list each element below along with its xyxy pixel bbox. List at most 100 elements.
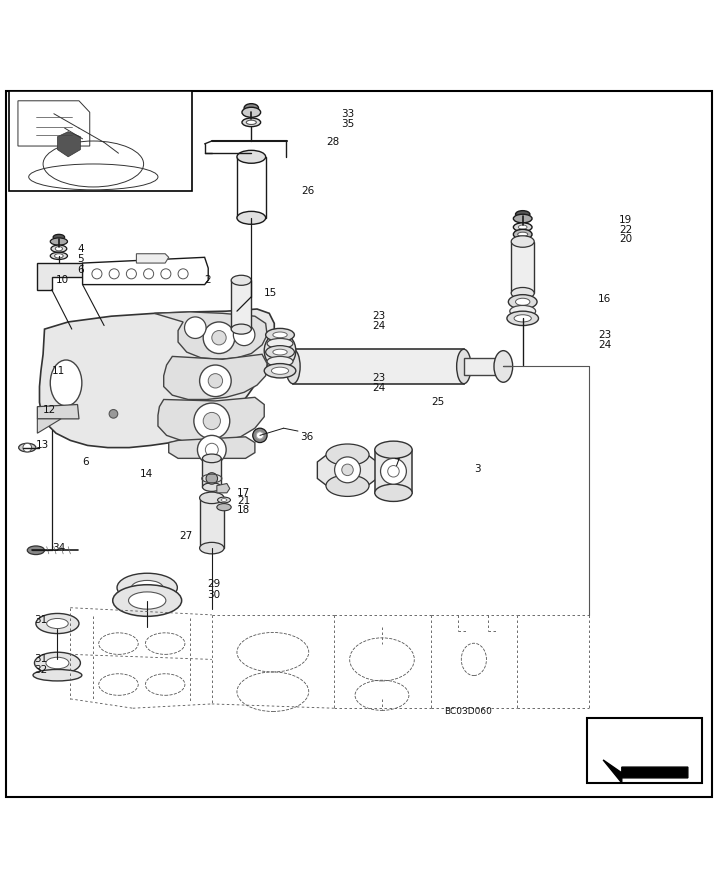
Polygon shape (603, 760, 688, 783)
Ellipse shape (514, 314, 531, 322)
Polygon shape (136, 254, 169, 263)
Circle shape (256, 432, 264, 439)
Ellipse shape (27, 546, 45, 555)
Ellipse shape (55, 254, 63, 258)
Bar (202, 458, 221, 488)
Bar (293, 349, 464, 384)
Ellipse shape (507, 311, 538, 326)
Text: 23: 23 (598, 329, 611, 340)
Text: 20: 20 (619, 234, 632, 244)
Circle shape (208, 374, 223, 388)
Text: 16: 16 (598, 294, 611, 304)
Polygon shape (37, 263, 83, 289)
Ellipse shape (375, 484, 412, 502)
Ellipse shape (494, 351, 513, 382)
Text: 14: 14 (140, 469, 153, 480)
Text: 24: 24 (372, 383, 385, 393)
Ellipse shape (273, 349, 287, 355)
Polygon shape (37, 419, 61, 433)
Ellipse shape (202, 454, 221, 463)
Bar (587, 718, 702, 783)
Polygon shape (164, 354, 267, 400)
Circle shape (109, 409, 118, 418)
Ellipse shape (273, 332, 287, 337)
Text: 4: 4 (78, 243, 84, 254)
Polygon shape (317, 455, 377, 486)
Ellipse shape (242, 118, 261, 127)
Polygon shape (154, 312, 267, 360)
Polygon shape (57, 131, 80, 157)
Text: 34: 34 (52, 543, 65, 553)
Text: 35: 35 (341, 120, 354, 130)
Text: 13: 13 (36, 440, 49, 450)
Circle shape (197, 435, 226, 464)
Polygon shape (37, 405, 79, 419)
Circle shape (23, 443, 32, 452)
Text: 7: 7 (393, 458, 400, 468)
Text: 25: 25 (431, 397, 444, 408)
Text: 33: 33 (341, 108, 354, 119)
Polygon shape (39, 309, 274, 448)
Ellipse shape (131, 581, 163, 595)
Polygon shape (158, 397, 264, 442)
Circle shape (185, 317, 206, 338)
Polygon shape (169, 437, 255, 458)
Circle shape (381, 458, 406, 484)
Text: 5: 5 (78, 255, 84, 265)
Text: 36: 36 (300, 432, 313, 442)
Ellipse shape (516, 298, 530, 305)
Text: 24: 24 (372, 321, 385, 331)
Ellipse shape (55, 247, 62, 250)
Ellipse shape (19, 443, 36, 452)
Text: 10: 10 (56, 275, 69, 285)
Ellipse shape (516, 210, 530, 218)
Ellipse shape (221, 498, 227, 502)
Ellipse shape (267, 356, 293, 367)
Ellipse shape (51, 245, 67, 252)
Circle shape (206, 472, 218, 484)
Ellipse shape (375, 441, 412, 458)
Circle shape (200, 365, 231, 397)
Ellipse shape (237, 150, 266, 163)
Ellipse shape (510, 305, 536, 317)
Text: 12: 12 (43, 405, 56, 415)
Ellipse shape (237, 211, 266, 225)
Ellipse shape (202, 483, 221, 491)
Text: 27: 27 (180, 531, 192, 541)
Ellipse shape (457, 349, 471, 384)
Circle shape (342, 464, 353, 476)
Text: 6: 6 (83, 457, 89, 467)
Text: 3: 3 (474, 464, 480, 474)
Ellipse shape (200, 492, 224, 503)
Text: 23: 23 (372, 311, 385, 321)
Ellipse shape (511, 288, 534, 299)
Ellipse shape (50, 238, 67, 245)
Text: 15: 15 (264, 289, 277, 298)
Ellipse shape (513, 214, 532, 223)
Text: 21: 21 (237, 496, 250, 506)
Ellipse shape (513, 229, 532, 240)
Ellipse shape (129, 592, 166, 609)
Ellipse shape (47, 618, 68, 629)
Ellipse shape (217, 503, 231, 511)
Text: 29: 29 (207, 579, 220, 589)
Text: 19: 19 (619, 215, 632, 225)
Ellipse shape (46, 657, 69, 669)
Circle shape (203, 322, 235, 353)
Ellipse shape (513, 223, 532, 232)
Ellipse shape (33, 670, 82, 681)
Ellipse shape (36, 614, 79, 633)
Ellipse shape (231, 324, 251, 334)
Ellipse shape (231, 275, 251, 285)
Circle shape (253, 428, 267, 442)
Ellipse shape (286, 349, 300, 384)
Circle shape (233, 324, 255, 345)
Bar (237, 157, 266, 218)
Ellipse shape (34, 652, 80, 674)
Ellipse shape (264, 333, 296, 369)
Text: 31: 31 (34, 614, 47, 625)
Ellipse shape (244, 104, 258, 112)
Text: 26: 26 (302, 186, 314, 196)
Circle shape (335, 457, 360, 483)
Bar (231, 281, 251, 329)
